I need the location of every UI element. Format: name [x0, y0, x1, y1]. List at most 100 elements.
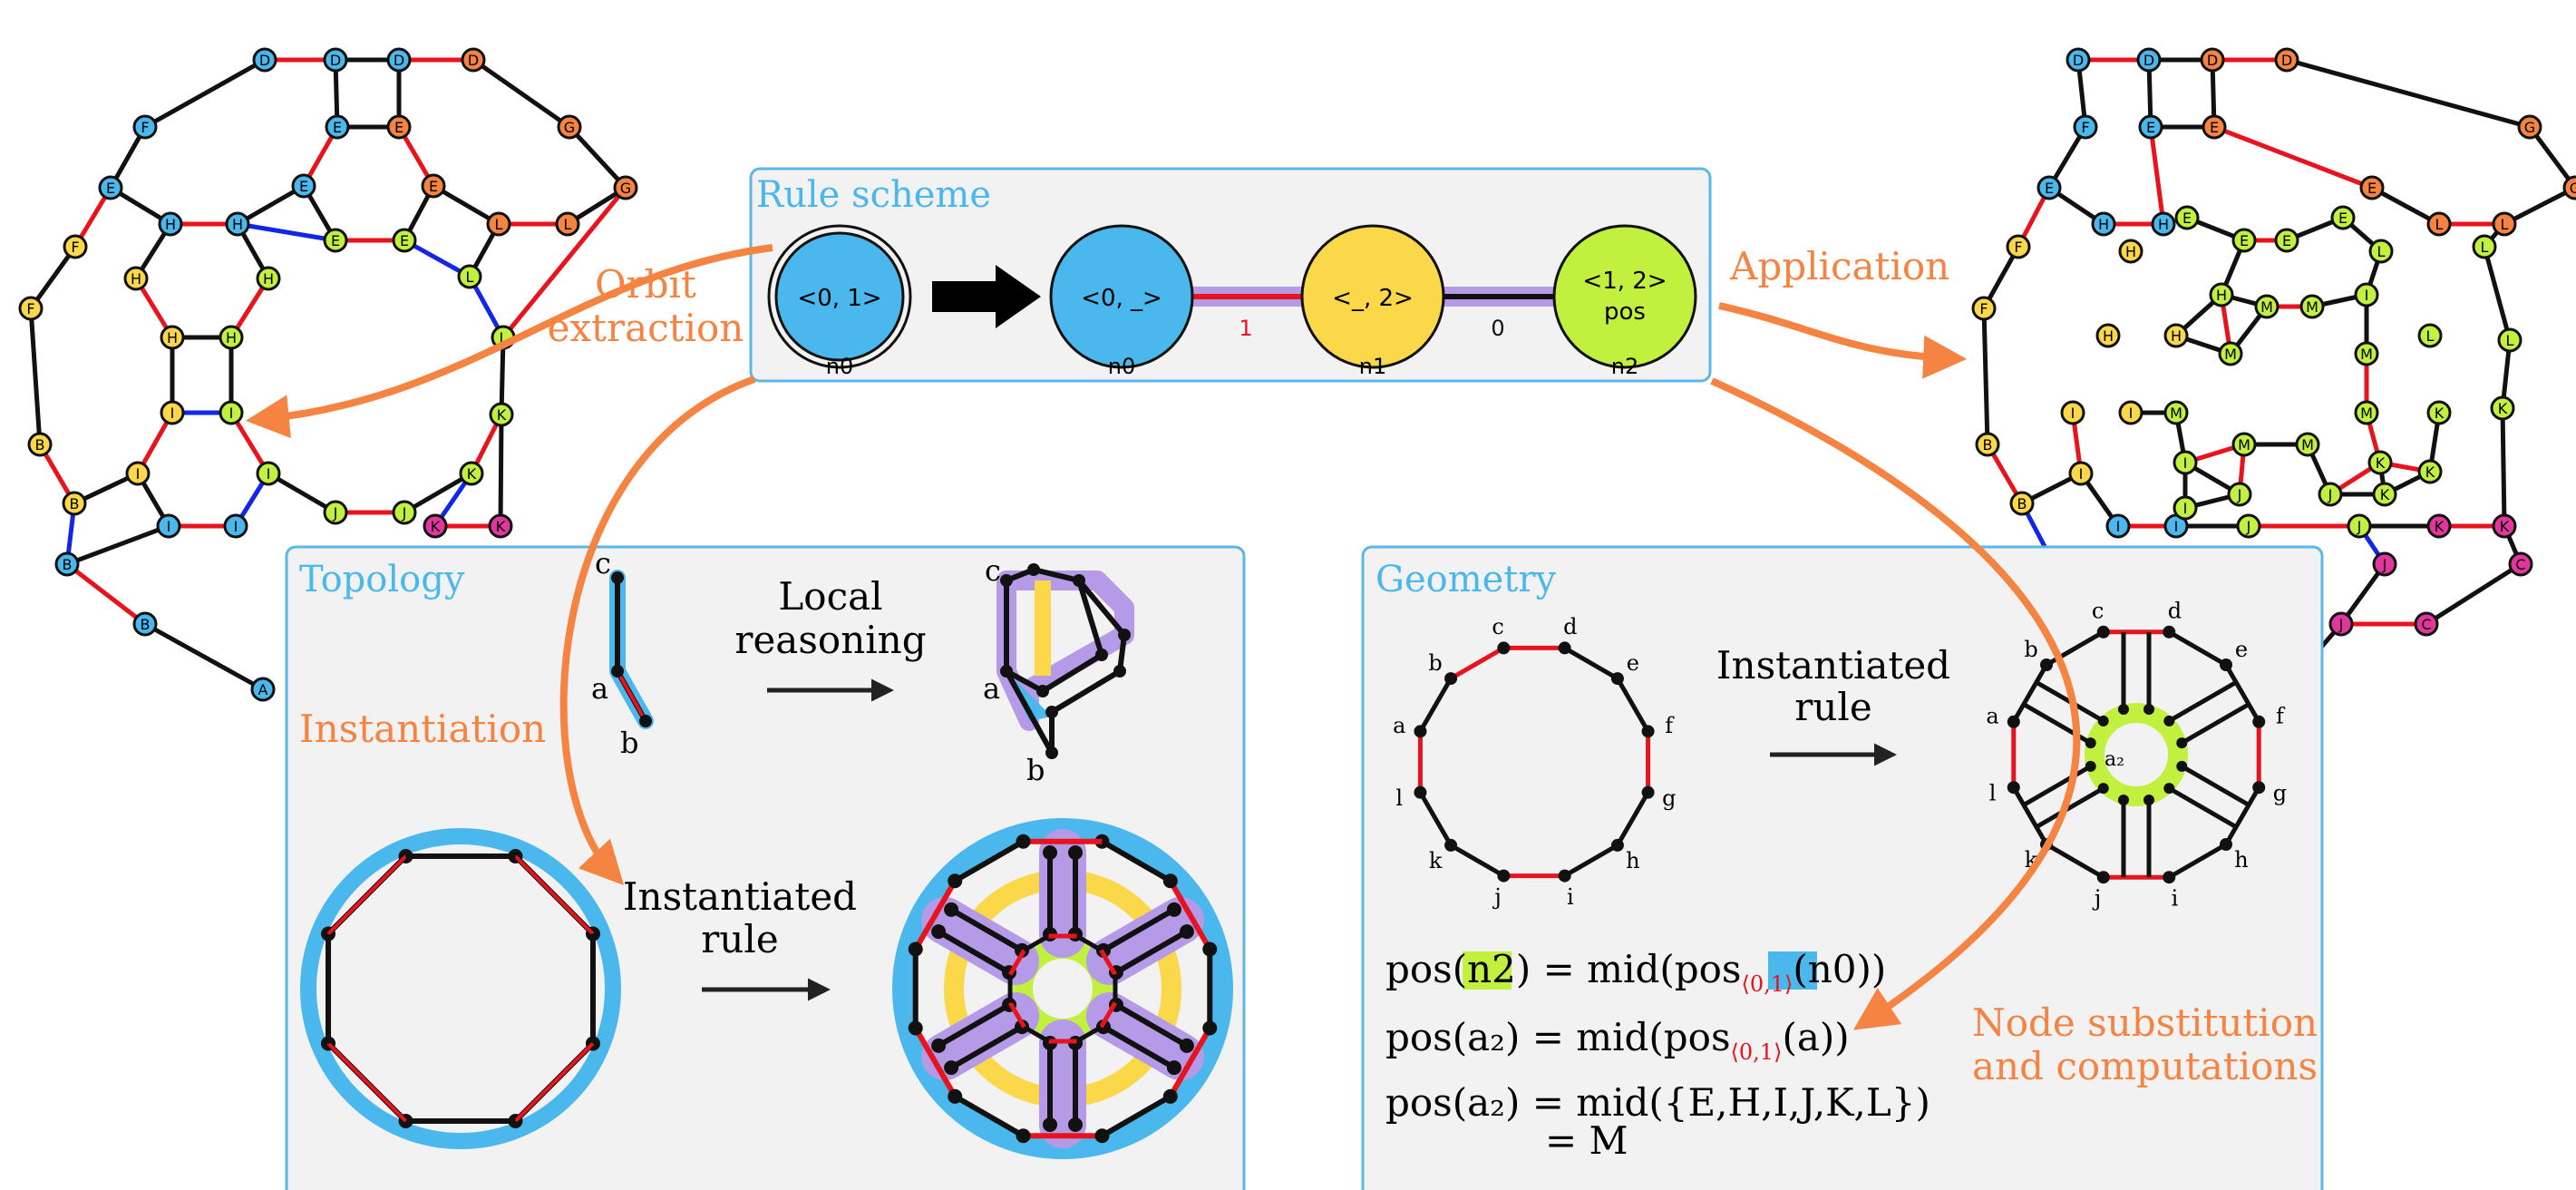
- svg-text:L: L: [2481, 239, 2489, 256]
- svg-text:M: M: [2260, 298, 2273, 316]
- svg-text:J: J: [2237, 486, 2242, 503]
- wheel-label: e: [2235, 637, 2248, 662]
- svg-text:M: M: [2360, 405, 2373, 422]
- right-graph-node: J: [2227, 482, 2252, 507]
- wheel-label: d: [2168, 599, 2182, 624]
- node-substitution-arrow: [1710, 377, 2081, 1030]
- right-graph-node: I: [2060, 400, 2085, 425]
- svg-text:L: L: [2377, 243, 2386, 260]
- right-graph-node: L: [2492, 211, 2517, 237]
- svg-text:H: H: [2098, 216, 2109, 233]
- svg-text:K: K: [467, 465, 477, 483]
- left-graph-node: H: [256, 266, 281, 291]
- svg-text:L: L: [564, 216, 572, 233]
- local-reasoning-line1: Local: [778, 574, 882, 619]
- left-graph-node: I: [219, 400, 244, 425]
- svg-text:E: E: [331, 232, 340, 249]
- left-graph-node: H: [225, 211, 250, 237]
- left-graph-node: J: [323, 500, 348, 525]
- svg-text:B: B: [35, 436, 45, 454]
- svg-text:H: H: [232, 216, 243, 233]
- right-graph-node: L: [2497, 327, 2523, 353]
- instantiated-rule-topo-line2: rule: [701, 917, 778, 961]
- svg-text:J: J: [2328, 486, 2333, 503]
- svg-text:M: M: [2224, 346, 2237, 363]
- svg-text:E: E: [394, 119, 403, 136]
- svg-text:J: J: [402, 504, 407, 522]
- svg-text:L: L: [495, 216, 503, 233]
- instantiation-arrow: [559, 376, 756, 886]
- rhs-edge-1-label: 1: [1239, 316, 1252, 341]
- svg-text:M: M: [2306, 298, 2318, 316]
- wheel-label: j: [2092, 885, 2101, 911]
- svg-text:D: D: [2207, 52, 2218, 69]
- svg-text:K: K: [2435, 518, 2445, 535]
- svg-text:H: H: [2216, 287, 2227, 304]
- svg-text:L: L: [500, 329, 508, 346]
- svg-text:H: H: [263, 270, 274, 288]
- svg-text:B: B: [1983, 436, 1993, 454]
- node-substitution-line1: Node substitution: [1972, 1000, 2318, 1045]
- right-graph-node: K: [2426, 400, 2452, 425]
- right-graph-node: I: [2068, 461, 2094, 486]
- left-graph-node: B: [132, 611, 158, 637]
- topo-label-a: a: [591, 671, 608, 706]
- right-graph-node: I: [2118, 400, 2143, 425]
- right-graph-node: D: [2066, 47, 2091, 73]
- formula-1: pos(n2) = mid(pos⟨0,1⟩(n0)): [1385, 947, 1886, 997]
- right-graph-node: M: [2299, 294, 2325, 319]
- svg-text:E: E: [2367, 180, 2377, 197]
- wheel-label: c: [2092, 599, 2104, 624]
- rule-scheme-title: Rule scheme: [756, 174, 991, 216]
- right-graph-node: H: [2151, 211, 2176, 237]
- right-graph-node: M: [2295, 432, 2320, 457]
- left-graph-node: B: [62, 491, 87, 516]
- svg-text:J: J: [2338, 616, 2344, 633]
- svg-text:I: I: [2365, 287, 2369, 304]
- svg-text:D: D: [259, 52, 270, 69]
- svg-text:K: K: [2500, 518, 2510, 535]
- left-graph-node: F: [18, 296, 44, 321]
- svg-text:G: G: [564, 119, 575, 136]
- orbit-extraction-line2: extraction: [548, 306, 744, 350]
- right-graph-node: D: [2274, 47, 2299, 73]
- right-graph-node: M: [2354, 341, 2379, 366]
- rhs-node-n1-label: <_, 2>: [1332, 285, 1414, 312]
- instantiated-rule-geo-line2: rule: [1794, 685, 1871, 729]
- svg-text:I: I: [2079, 465, 2084, 483]
- right-graph-node: K: [2490, 395, 2515, 421]
- left-graph-node: K: [423, 513, 448, 539]
- right-graph-node: K: [2417, 459, 2443, 484]
- wheel-label: h: [2234, 847, 2248, 873]
- svg-text:B: B: [63, 556, 73, 573]
- svg-text:C: C: [2515, 556, 2525, 573]
- right-graph-node: E: [2174, 205, 2200, 230]
- left-graph-node: E: [392, 228, 417, 253]
- right-graph-node: E: [2359, 175, 2385, 200]
- svg-text:I: I: [267, 465, 271, 483]
- topology-instantiated-wheel: [892, 818, 1233, 1159]
- right-graph-node: L: [2417, 323, 2443, 348]
- right-graph-node: E: [2274, 228, 2299, 253]
- left-graph-node: E: [291, 173, 316, 199]
- svg-text:J: J: [2382, 556, 2387, 573]
- a2-label: a₂: [2105, 748, 2124, 771]
- svg-text:L: L: [2506, 332, 2514, 349]
- left-graph-node: H: [219, 325, 244, 350]
- right-graph-node: H: [2163, 323, 2189, 348]
- svg-text:J: J: [2246, 518, 2251, 535]
- wheel-label: l: [1989, 780, 1997, 805]
- svg-text:H: H: [2171, 327, 2182, 345]
- left-graph-node: B: [27, 432, 53, 457]
- rule-arrow: [932, 265, 1041, 328]
- octagon-label: h: [1626, 848, 1639, 873]
- svg-text:c: c: [985, 553, 1001, 588]
- left-graph-node: L: [486, 211, 511, 237]
- right-graph-node: G: [2517, 114, 2542, 140]
- right-graph-node: H: [2209, 282, 2234, 307]
- left-graph-node: E: [386, 114, 412, 140]
- svg-text:E: E: [299, 178, 308, 195]
- right-graph-node: H: [2118, 239, 2143, 264]
- svg-text:K: K: [2498, 400, 2508, 417]
- right-graph-node: M: [2218, 341, 2243, 366]
